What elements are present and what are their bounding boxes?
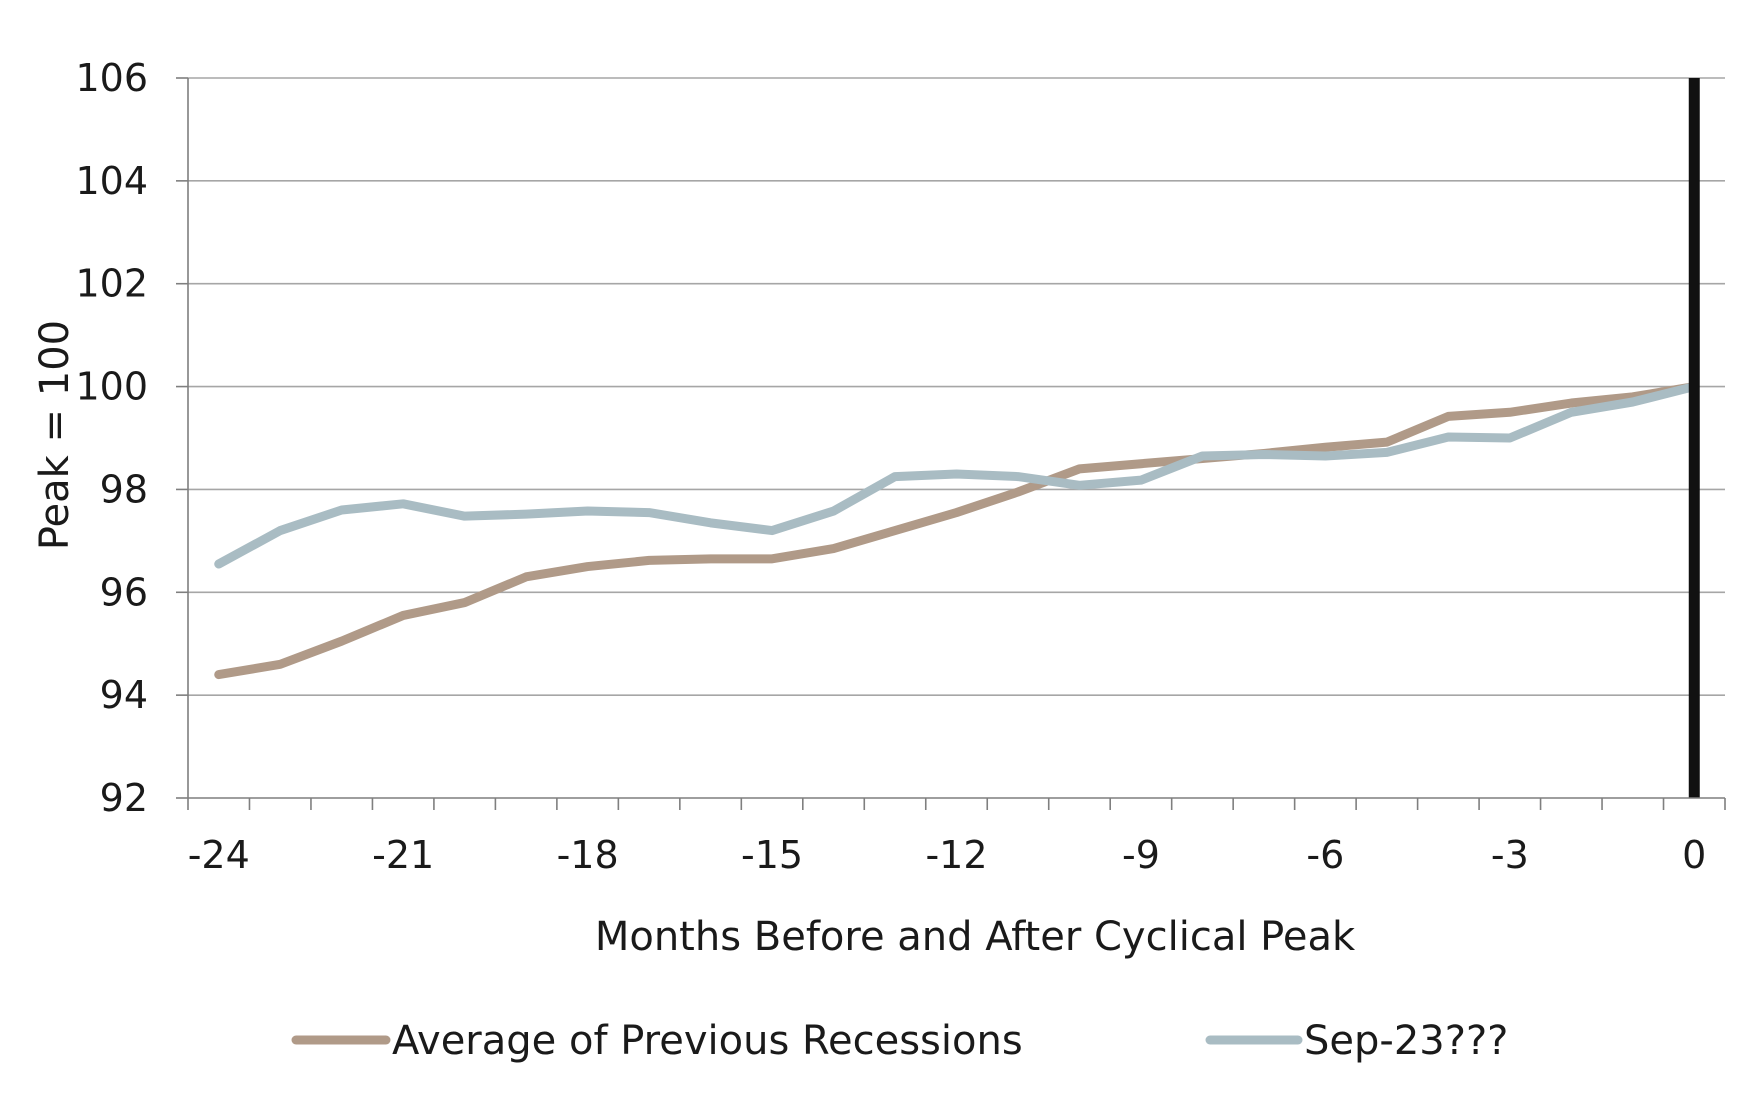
y-tick-label: 96 [100,570,148,614]
y-tick-label: 94 [100,673,148,717]
legend-item-average: Average of Previous Recessions [291,1018,1023,1064]
series-line-average [214,382,1699,680]
x-axis-title: Months Before and After Cyclical Peak [595,914,1356,960]
legend-label-sep-23: Sep-23??? [1304,1018,1508,1064]
y-axis-title: Peak = 100 [32,320,78,550]
x-tick-label: -21 [372,833,434,877]
x-tick-label: -15 [741,833,803,877]
x-tick-label: -18 [557,833,619,877]
x-tick-label: 0 [1682,833,1706,877]
legend-item-sep-23: Sep-23??? [1205,1018,1508,1064]
series-lines [214,382,1699,680]
y-tick-label: 98 [100,467,148,511]
y-tick-label: 102 [75,262,148,306]
axes [176,77,1726,810]
grid-lines [188,77,1725,696]
y-tick-label: 92 [100,776,148,820]
y-tick-label: 100 [75,365,148,409]
x-tick-label: -24 [188,833,250,877]
x-tick-label: -6 [1306,833,1344,877]
legend-label-average: Average of Previous Recessions [392,1018,1023,1064]
y-tick-label: 104 [75,159,148,203]
tick-labels: 92 94 96 98 100 102 104 106 -24 -21 -18 -15 -12 -9 -6 -… [75,56,1706,877]
x-tick-label: -12 [925,833,987,877]
x-tick-label: -9 [1122,833,1160,877]
x-tick-label: -3 [1491,833,1529,877]
y-tick-label: 106 [75,56,148,100]
legend: Average of Previous Recessions Sep-23??? [291,1018,1508,1064]
